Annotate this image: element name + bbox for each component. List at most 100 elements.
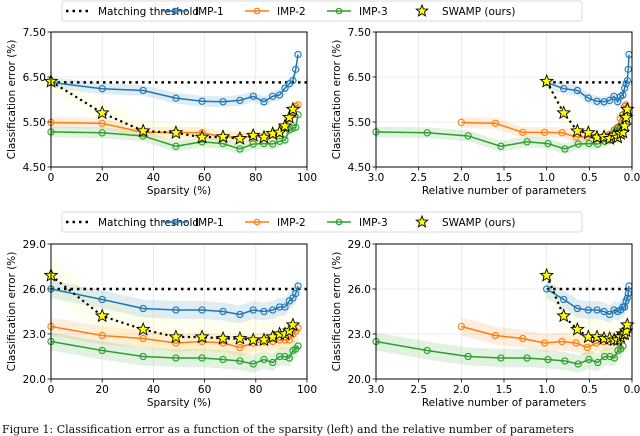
data-point-imp-1 (560, 295, 568, 304)
data-point-imp-3 (497, 142, 505, 150)
data-point-swamp-ours (215, 129, 231, 144)
data-point-imp-3 (98, 346, 106, 355)
y-tick-label: 6.50 (348, 72, 371, 84)
data-point-imp-3 (423, 129, 431, 137)
series-line-swamp-ours (50, 80, 294, 140)
x-tick-label: 1.0 (538, 384, 555, 396)
legend-item-swamp-ours: SWAMP (ours) (415, 3, 515, 18)
data-point-imp-1 (236, 96, 244, 105)
data-point-swamp-ours (285, 317, 301, 332)
legend-item-imp-1: IMP-1 (163, 217, 224, 229)
legend-item-imp-2: IMP-2 (245, 217, 306, 229)
data-point-imp-1 (289, 76, 297, 85)
y-tick-label: 29.0 (23, 239, 46, 251)
data-point-swamp-ours (556, 105, 572, 120)
data-point-imp-1 (619, 91, 627, 99)
data-point-imp-1 (292, 289, 300, 298)
series-line-imp-3 (50, 340, 299, 365)
series-line-imp-3 (50, 114, 299, 150)
x-tick-label: 1.5 (496, 384, 513, 396)
data-point-imp-2 (457, 322, 465, 331)
data-point-swamp-ours (232, 130, 248, 145)
panel-top-right: 3.0 2.5 2.0 1.5 1.0 0.5 0.0 4.50 5.50 6.50 7.50 Rel… (331, 27, 640, 197)
y-axis-label: Classification error (%) (6, 252, 18, 372)
data-point-imp-3 (497, 354, 505, 362)
y-tick-label: 23.0 (348, 329, 371, 341)
series-line-imp-1 (546, 285, 630, 316)
legend-item-imp-3: IMP-3 (327, 217, 388, 229)
data-point-imp-1 (281, 303, 289, 311)
data-point-imp-1 (614, 98, 622, 106)
legend-star-marker-icon (415, 3, 429, 17)
x-tick-label: 3.0 (368, 384, 385, 396)
legend-label: IMP-3 (359, 217, 388, 229)
data-point-imp-1 (269, 306, 277, 314)
data-point-imp-1 (623, 76, 631, 85)
x-axis-label: Relative number of parameters (422, 397, 586, 409)
data-point-imp-3 (606, 352, 614, 361)
legend-circle-marker-icon (171, 218, 179, 226)
data-point-imp-1 (275, 91, 284, 99)
data-point-imp-3 (423, 346, 431, 355)
data-point-swamp-ours (570, 321, 585, 336)
data-point-imp-3 (219, 355, 227, 364)
data-point-imp-1 (622, 80, 630, 88)
data-point-swamp-ours (272, 124, 287, 139)
data-point-imp-1 (139, 86, 147, 95)
x-tick-label: 3.0 (368, 172, 385, 184)
data-point-imp-3 (292, 123, 300, 132)
data-point-imp-2 (457, 118, 465, 127)
confidence-band-swamp-ours (51, 70, 293, 150)
data-point-swamp-ours (135, 123, 151, 138)
data-point-imp-2 (236, 343, 244, 352)
legend-label: IMP-2 (277, 217, 306, 229)
data-point-imp-3 (281, 136, 289, 144)
x-tick-label: 40 (147, 384, 160, 396)
x-axis-label: Sparsity (%) (147, 185, 211, 197)
data-point-imp-3 (523, 138, 531, 146)
data-point-imp-1 (269, 92, 277, 100)
data-point-imp-1 (275, 303, 284, 311)
legend-label: Matching threshold (98, 6, 199, 18)
data-point-swamp-ours (94, 308, 110, 323)
data-point-imp-1 (573, 86, 582, 95)
data-point-imp-3 (98, 129, 106, 137)
data-point-swamp-ours (539, 73, 555, 88)
y-tick-label: 4.50 (348, 162, 371, 174)
x-tick-label: 2.0 (453, 384, 470, 396)
data-point-imp-3 (285, 354, 293, 362)
data-point-swamp-ours (256, 129, 272, 144)
legend-circle-marker-icon (335, 7, 343, 15)
data-point-imp-3 (275, 352, 284, 361)
data-point-imp-3 (294, 342, 302, 350)
data-point-swamp-ours (580, 125, 596, 140)
data-point-imp-3 (139, 352, 147, 361)
data-point-imp-2 (540, 128, 549, 136)
x-tick-label: 1.5 (496, 172, 513, 184)
x-tick-label: 0.0 (624, 384, 640, 396)
legend-box (61, 0, 583, 22)
x-tick-label: 60 (198, 172, 211, 184)
data-point-swamp-ours (194, 329, 210, 344)
data-point-imp-2 (583, 343, 591, 352)
legend-label: Matching threshold (98, 217, 199, 229)
data-point-imp-3 (260, 355, 268, 364)
legend-label: SWAMP (ours) (442, 6, 515, 18)
data-point-imp-2 (558, 129, 566, 137)
data-point-imp-2 (519, 334, 527, 343)
data-point-swamp-ours (570, 123, 585, 138)
data-point-imp-1 (294, 282, 302, 290)
x-tick-label: 100 (297, 172, 317, 184)
confidence-band-swamp-ours (546, 70, 628, 150)
x-tick-label: 2.0 (453, 172, 470, 184)
axes-frame (50, 31, 308, 168)
data-point-imp-2 (98, 119, 106, 127)
data-point-imp-1 (249, 306, 257, 314)
confidence-band-imp-3 (376, 109, 624, 155)
data-point-imp-2 (491, 331, 500, 340)
x-axis-label: Sparsity (%) (147, 397, 211, 409)
y-tick-label: 4.50 (23, 162, 46, 174)
legend-item-imp-2: IMP-2 (245, 6, 306, 18)
y-tick-label: 23.0 (23, 329, 46, 341)
data-point-imp-1 (560, 85, 568, 93)
